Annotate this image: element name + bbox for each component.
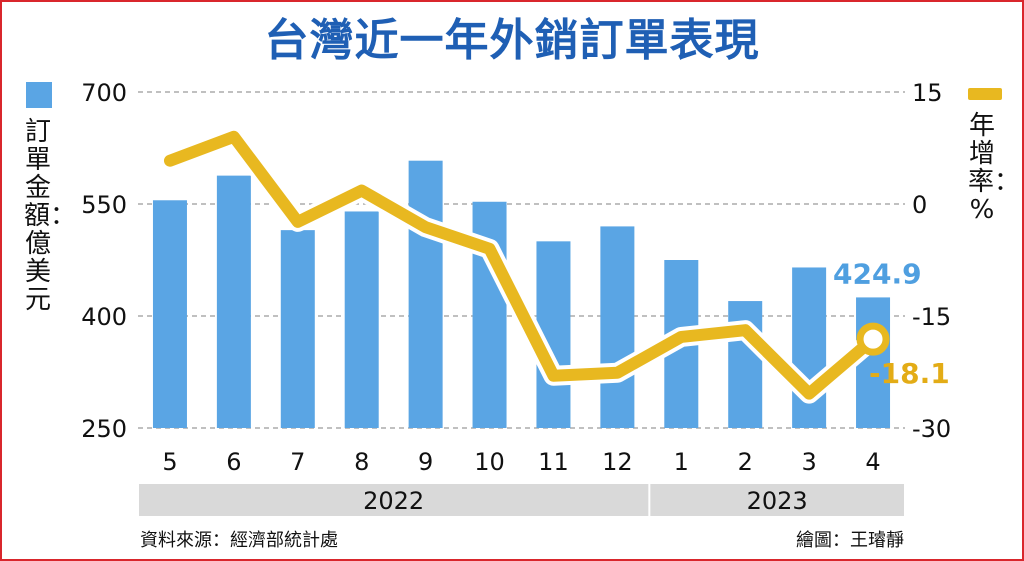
bar bbox=[856, 297, 891, 428]
bar bbox=[344, 211, 379, 428]
year-label: 2022 bbox=[363, 487, 424, 515]
category-label: 4 bbox=[865, 448, 880, 476]
left-tick-label: 400 bbox=[81, 303, 127, 331]
legend-bar-swatch bbox=[26, 82, 52, 108]
bar bbox=[408, 160, 443, 428]
bar bbox=[216, 175, 251, 428]
right-tick-label: -30 bbox=[912, 415, 951, 443]
year-label: 2023 bbox=[747, 487, 808, 515]
category-label: 2 bbox=[738, 448, 753, 476]
year-band bbox=[139, 484, 649, 516]
category-label: 9 bbox=[418, 448, 433, 476]
right-tick-label: -15 bbox=[912, 303, 951, 331]
left-tick-label: 250 bbox=[81, 415, 127, 443]
bar bbox=[600, 226, 635, 428]
left-tick-label: 550 bbox=[81, 191, 127, 219]
category-label: 8 bbox=[354, 448, 369, 476]
line-end-marker bbox=[856, 322, 890, 356]
left-tick-label: 700 bbox=[81, 79, 127, 107]
category-label: 11 bbox=[538, 448, 569, 476]
right-tick-label: 15 bbox=[912, 79, 943, 107]
category-label: 5 bbox=[162, 448, 177, 476]
bar-value-label: 424.9 bbox=[833, 257, 922, 290]
category-label: 3 bbox=[801, 448, 816, 476]
right-tick-label: 0 bbox=[912, 191, 927, 219]
line-series bbox=[163, 130, 880, 400]
category-label: 10 bbox=[474, 448, 505, 476]
category-label: 6 bbox=[226, 448, 241, 476]
category-label: 12 bbox=[602, 448, 633, 476]
category-label: 1 bbox=[674, 448, 689, 476]
legend-line-swatch bbox=[968, 88, 1002, 100]
bar bbox=[280, 230, 315, 428]
line-value-label: -18.1 bbox=[869, 357, 950, 390]
bar bbox=[728, 301, 763, 428]
left-axis-title: 訂單金額：億美元 bbox=[24, 117, 77, 315]
source-text: 資料來源：經濟部統計處 bbox=[140, 530, 338, 551]
year-band bbox=[650, 484, 904, 516]
bar bbox=[152, 200, 187, 428]
category-label: 7 bbox=[290, 448, 305, 476]
chart-title: 台灣近一年外銷訂單表現 bbox=[264, 15, 760, 66]
credit-text: 繪圖：王璿靜 bbox=[796, 530, 904, 551]
bar bbox=[792, 267, 827, 428]
